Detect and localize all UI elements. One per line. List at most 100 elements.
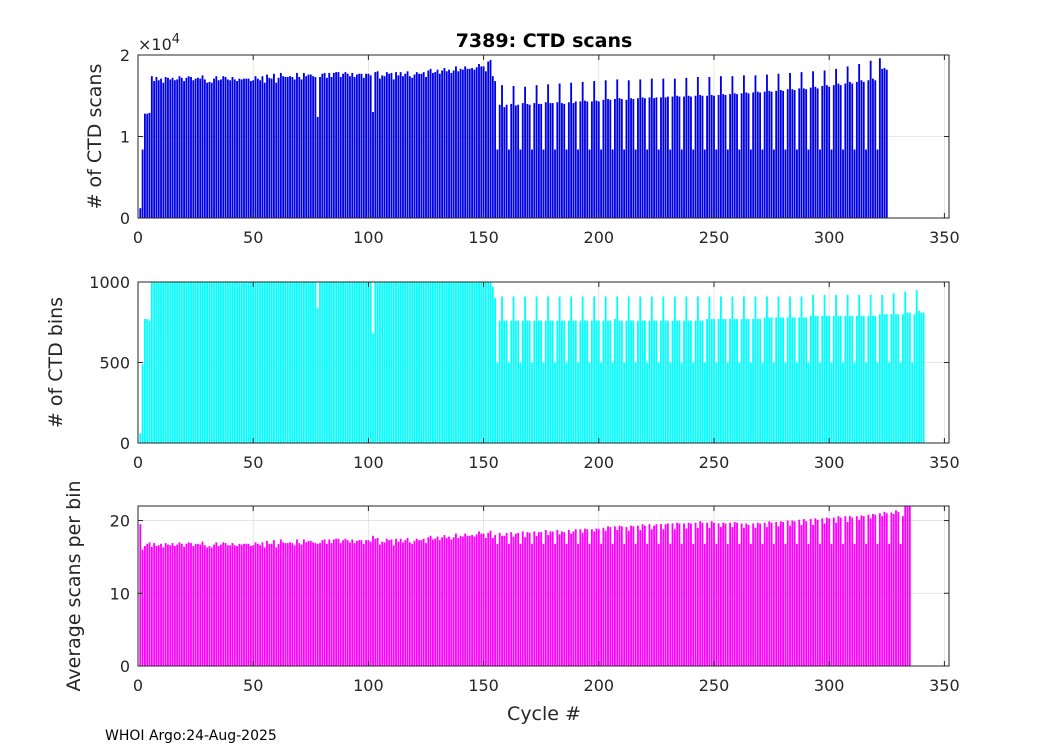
bar [703, 543, 706, 666]
bar [602, 527, 605, 666]
bar [586, 101, 589, 218]
bar [415, 538, 418, 666]
bar [397, 75, 400, 219]
bar [533, 320, 536, 443]
bar [220, 282, 222, 443]
bar [607, 320, 609, 443]
bar [254, 542, 257, 666]
bar [328, 282, 331, 443]
bar [226, 545, 229, 666]
bar [807, 362, 810, 443]
bar [279, 539, 282, 666]
bar [247, 543, 250, 666]
bar [183, 81, 185, 218]
bar [286, 282, 289, 443]
bar [846, 294, 849, 443]
bar [662, 78, 665, 218]
bar [491, 538, 494, 666]
bar [365, 282, 368, 443]
bar [482, 66, 485, 218]
bar [261, 282, 264, 443]
bar [482, 533, 485, 666]
bar [358, 282, 361, 443]
bar [196, 543, 199, 666]
bar [208, 546, 211, 666]
bar [632, 320, 635, 443]
bar [885, 69, 888, 218]
bar [849, 81, 851, 219]
bar [346, 540, 349, 666]
bar [537, 103, 540, 218]
bar [353, 282, 356, 443]
bar [381, 75, 384, 219]
bar [277, 77, 280, 218]
bar [703, 149, 706, 218]
bar [643, 525, 646, 666]
bar [766, 296, 768, 443]
bar [731, 296, 734, 443]
bar [823, 294, 826, 443]
bar [851, 83, 854, 218]
bar [429, 282, 432, 443]
bar [584, 528, 586, 666]
bar [888, 543, 891, 666]
bar [842, 543, 844, 666]
bar [192, 546, 195, 666]
bar [229, 80, 232, 219]
bar [692, 543, 695, 666]
bar [275, 282, 278, 443]
bar [169, 79, 172, 218]
bar [590, 529, 593, 666]
bar [554, 362, 556, 443]
bar [821, 85, 824, 218]
bar [825, 85, 828, 218]
bar [143, 319, 146, 443]
bar [692, 149, 695, 218]
bar [881, 516, 884, 666]
bar [291, 543, 294, 666]
bar [784, 149, 787, 218]
bar [540, 103, 543, 218]
bar [669, 543, 672, 666]
bar [860, 515, 863, 666]
bar [819, 362, 821, 443]
bar [800, 524, 803, 666]
ctd-scans-axes: 0 50 100 150 200 250 300 350 0 1 2 ×104 # of CTD sca… [84, 32, 960, 247]
bar [809, 519, 812, 666]
bar [326, 77, 328, 218]
bar [362, 77, 365, 218]
bar [201, 75, 204, 219]
bar [459, 282, 462, 443]
bar [577, 543, 579, 666]
bar [484, 71, 487, 218]
bar [349, 542, 351, 666]
bar [355, 540, 358, 666]
bar [450, 282, 453, 443]
bar [461, 69, 464, 218]
bar [731, 76, 734, 218]
bar [600, 149, 603, 218]
bar [484, 282, 487, 443]
bar [279, 72, 282, 219]
bar [694, 95, 697, 218]
bar [551, 103, 554, 218]
bar [312, 282, 315, 443]
bar [614, 526, 616, 666]
bar [245, 78, 248, 218]
bar [226, 282, 229, 443]
bar [708, 77, 711, 218]
bar [344, 282, 347, 443]
bar [498, 532, 501, 666]
bar [719, 527, 722, 666]
bar [766, 74, 768, 218]
bar [641, 524, 644, 666]
x-tick-label: 0 [133, 453, 143, 472]
bar [729, 94, 732, 218]
bar [277, 543, 280, 666]
bar [722, 522, 725, 666]
bar [660, 97, 662, 218]
bar [784, 543, 787, 666]
bar [445, 71, 448, 218]
bar [402, 76, 404, 218]
bar [590, 101, 593, 218]
